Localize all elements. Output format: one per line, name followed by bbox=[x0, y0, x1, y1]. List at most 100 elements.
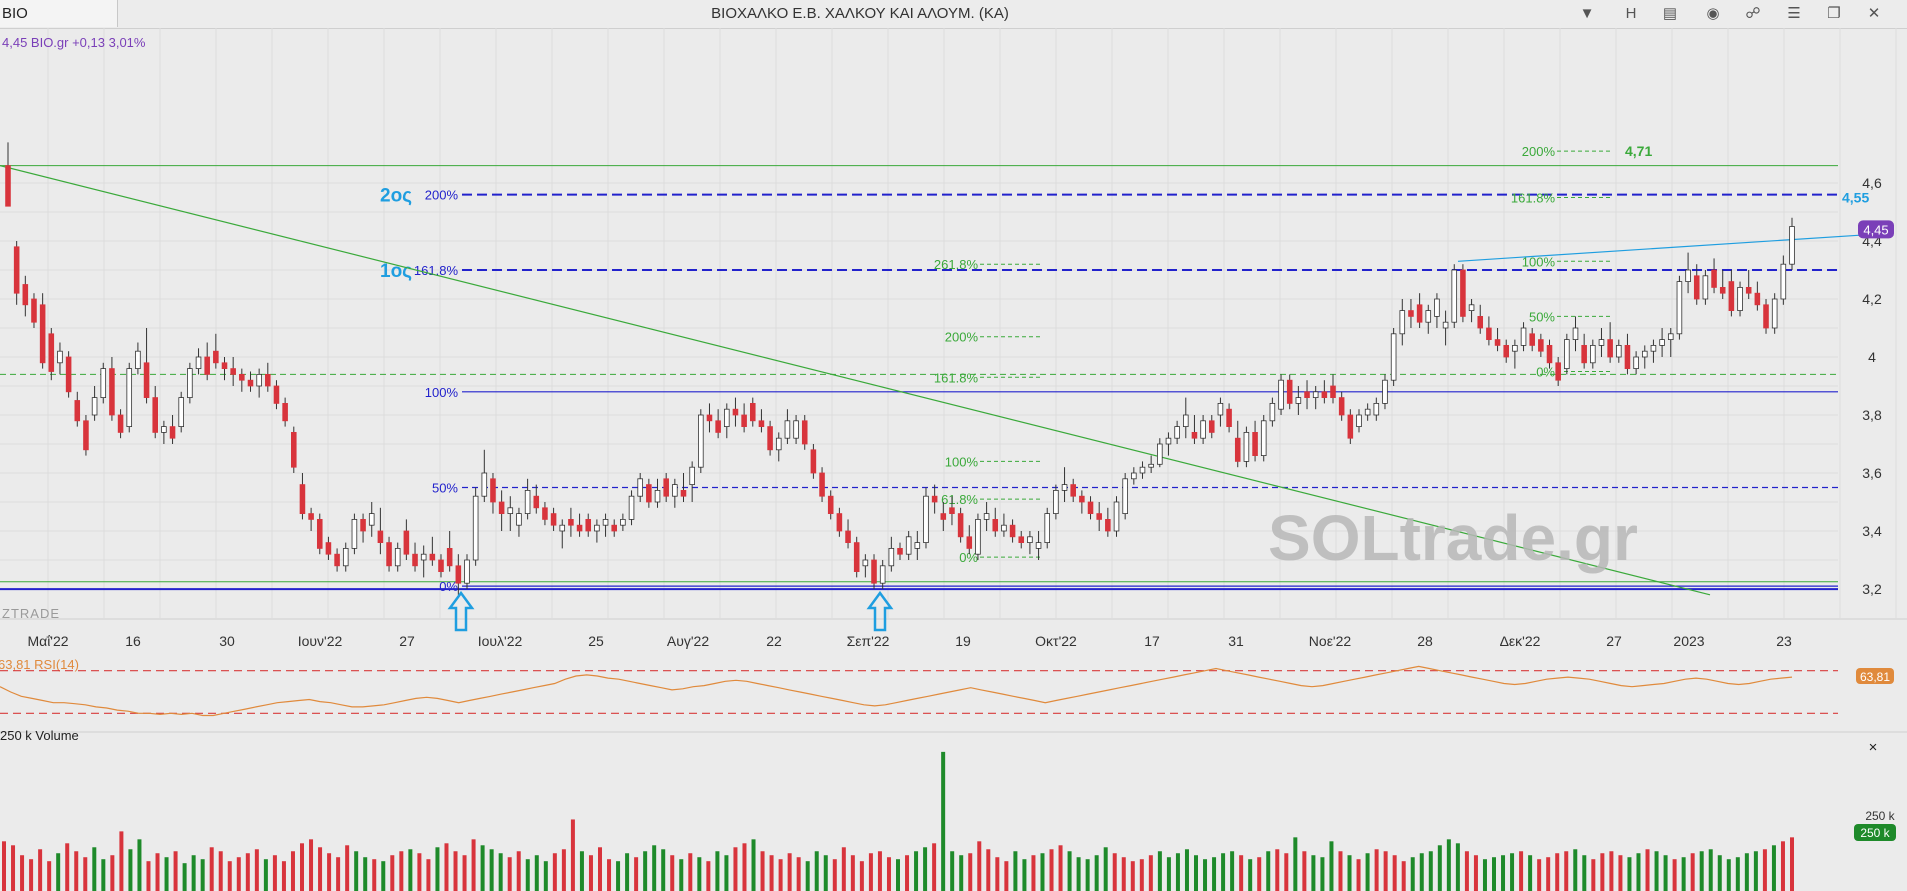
candle bbox=[291, 431, 297, 468]
candle bbox=[923, 495, 929, 544]
volume-bar bbox=[616, 861, 621, 891]
x-tick-label: 22 bbox=[766, 633, 782, 649]
volume-bar bbox=[950, 851, 955, 891]
volume-bar bbox=[1184, 849, 1189, 891]
fib-blue-label: 0% bbox=[439, 579, 458, 594]
fib-green-label: 200% bbox=[1522, 144, 1556, 159]
volume-bar bbox=[1058, 845, 1063, 891]
candle bbox=[628, 495, 635, 520]
volume-bar bbox=[706, 861, 711, 891]
volume-bar bbox=[1076, 857, 1081, 891]
candle bbox=[230, 368, 236, 375]
candle bbox=[611, 524, 617, 532]
volume-bar bbox=[507, 857, 512, 891]
lock-icon[interactable]: ☍ bbox=[1745, 5, 1761, 22]
candle bbox=[1719, 286, 1726, 294]
fib-green-label: 200% bbox=[945, 330, 979, 345]
h-button[interactable]: H bbox=[1625, 5, 1637, 22]
candle bbox=[1564, 339, 1570, 370]
volume-bar bbox=[787, 853, 792, 891]
comment-icon[interactable]: ◉ bbox=[1706, 5, 1720, 22]
layout-icon[interactable]: ▤ bbox=[1662, 5, 1678, 22]
candle bbox=[576, 524, 583, 532]
candle bbox=[1745, 286, 1752, 294]
volume-bar bbox=[670, 855, 675, 891]
restore-icon[interactable]: ❐ bbox=[1827, 5, 1841, 22]
volume-bar bbox=[83, 857, 88, 891]
candle bbox=[481, 472, 488, 497]
candle bbox=[758, 420, 765, 427]
candle bbox=[1780, 263, 1787, 300]
candle bbox=[827, 495, 834, 515]
volume-bar bbox=[20, 855, 25, 891]
candle bbox=[342, 548, 349, 567]
volume-bar bbox=[1166, 857, 1171, 891]
candle bbox=[533, 495, 540, 509]
volume-bar bbox=[977, 841, 982, 891]
volume-bar bbox=[1501, 855, 1506, 891]
volume-bar bbox=[1735, 857, 1740, 891]
volume-bar bbox=[444, 843, 449, 891]
candle bbox=[706, 414, 713, 422]
volume-bar bbox=[625, 853, 630, 891]
x-tick-label: 23 bbox=[1776, 633, 1792, 649]
fib-blue-label: 50% bbox=[432, 481, 458, 496]
candle bbox=[325, 542, 332, 555]
volume-bar bbox=[914, 851, 919, 891]
candle bbox=[213, 350, 219, 364]
candle bbox=[1659, 339, 1665, 346]
candle bbox=[1538, 339, 1544, 352]
close-icon[interactable]: ✕ bbox=[1867, 5, 1881, 22]
volume-bar bbox=[309, 839, 314, 891]
volume-bar bbox=[1067, 851, 1072, 891]
chart-area[interactable]: 200% 161.8% 100% 50% 0% 2ος 1ος 261.8% 200% 161.8… bbox=[0, 28, 1907, 891]
fib-green-label: 0% bbox=[1536, 365, 1555, 380]
volume-bar bbox=[1302, 851, 1307, 891]
y-tick-label: 4 bbox=[1868, 349, 1876, 365]
dropdown-chevron-icon[interactable]: ▼ bbox=[1579, 5, 1595, 22]
volume-bar bbox=[1708, 849, 1713, 891]
candle bbox=[377, 530, 384, 543]
volume-bar bbox=[209, 847, 214, 891]
volume-bar bbox=[1492, 857, 1496, 891]
candle bbox=[1763, 304, 1769, 329]
candle bbox=[724, 408, 730, 428]
y-tick-label: 3,8 bbox=[1862, 407, 1882, 423]
volume-bar bbox=[1139, 859, 1144, 891]
volume-bar bbox=[272, 855, 277, 891]
volume-bar bbox=[1780, 841, 1785, 891]
candle bbox=[1208, 420, 1215, 433]
small-watermark: ZTRADE bbox=[2, 606, 60, 621]
volume-bar bbox=[74, 851, 79, 891]
candle bbox=[1425, 310, 1432, 323]
candle bbox=[602, 518, 609, 526]
x-tick-label: Δεκ'22 bbox=[1500, 633, 1541, 649]
volume-bar bbox=[1293, 837, 1298, 891]
candle bbox=[1590, 344, 1596, 364]
candle bbox=[914, 542, 921, 549]
candle bbox=[48, 333, 55, 372]
candle bbox=[507, 507, 514, 514]
candle bbox=[195, 356, 202, 370]
candle bbox=[1260, 420, 1267, 456]
volume-bar bbox=[751, 839, 756, 891]
fib-blue-label: 200% bbox=[425, 188, 459, 203]
volume-bar bbox=[552, 853, 557, 891]
volume-bar bbox=[281, 861, 286, 891]
candle bbox=[91, 397, 98, 416]
x-tick-label: 25 bbox=[588, 633, 604, 649]
candle bbox=[732, 408, 739, 416]
menu-icon[interactable]: ☰ bbox=[1787, 5, 1801, 22]
candle bbox=[784, 420, 791, 439]
candle bbox=[862, 559, 869, 567]
candle bbox=[992, 518, 999, 532]
volume-bar bbox=[1248, 859, 1253, 891]
candle bbox=[1408, 310, 1414, 317]
candle bbox=[1789, 226, 1795, 265]
symbol-input[interactable]: BIO bbox=[0, 0, 118, 27]
candle bbox=[351, 518, 358, 549]
candle bbox=[1347, 414, 1354, 439]
candle bbox=[126, 368, 133, 428]
volume-bar bbox=[1762, 849, 1767, 891]
fib-green-label: 261.8% bbox=[934, 257, 979, 272]
